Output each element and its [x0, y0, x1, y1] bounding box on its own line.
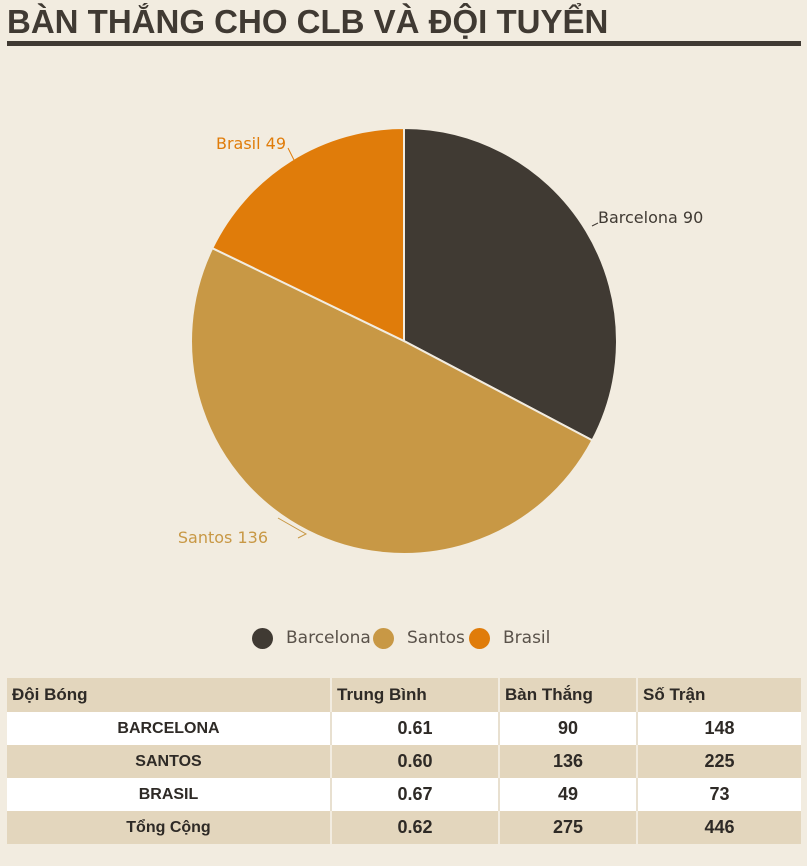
leader-line-barcelona — [591, 222, 599, 227]
legend-label-brasil: Brasil — [503, 628, 551, 648]
header-average: Trung Bình — [330, 678, 499, 712]
cell-matches: 73 — [636, 778, 801, 811]
cell-matches: 446 — [636, 811, 801, 844]
legend-swatch-brasil — [469, 627, 490, 649]
page-title: BÀN THẮNG CHO CLB VÀ ĐỘI TUYỂN — [7, 3, 609, 40]
cell-matches: 148 — [636, 712, 801, 745]
cell-team: Tổng Cộng — [7, 811, 331, 844]
cell-average: 0.61 — [330, 712, 499, 745]
legend-swatch-barcelona — [252, 627, 273, 649]
legend-item-santos: Santos — [373, 624, 465, 652]
legend-label-barcelona: Barcelona — [286, 628, 371, 648]
table-row: BARCELONA 0.61 90 148 — [7, 712, 801, 745]
pie-slice-brasil — [210, 126, 405, 343]
data-label-santos: Santos 136 — [178, 528, 268, 547]
header-goals: Bàn Thắng — [498, 678, 637, 712]
cell-goals: 275 — [498, 811, 637, 844]
table-row: BRASIL 0.67 49 73 — [7, 778, 801, 811]
data-label-brasil: Brasil 49 — [216, 134, 286, 153]
cell-matches: 225 — [636, 745, 801, 778]
cell-average: 0.62 — [330, 811, 499, 844]
leader-line-santos — [277, 517, 308, 539]
legend-swatch-santos — [373, 627, 394, 649]
table-header-row: Đội Bóng Trung Bình Bàn Thắng Số Trận — [7, 678, 801, 712]
cell-average: 0.67 — [330, 778, 499, 811]
legend-label-santos: Santos — [407, 628, 465, 648]
legend-item-brasil: Brasil — [469, 624, 550, 652]
header-team: Đội Bóng — [7, 678, 331, 712]
pie-slice-barcelona — [403, 126, 618, 442]
cell-team: BRASIL — [7, 778, 331, 811]
pie-slice-santos — [190, 246, 594, 555]
title-divider — [7, 41, 801, 46]
cell-goals: 136 — [498, 745, 637, 778]
cell-team: BARCELONA — [7, 712, 331, 745]
cell-goals: 49 — [498, 778, 637, 811]
legend-item-barcelona: Barcelona — [252, 624, 371, 652]
cell-average: 0.60 — [330, 745, 499, 778]
cell-team: SANTOS — [7, 745, 331, 778]
pie-chart: Barcelona 90 Santos 136 Brasil 49 — [178, 126, 703, 555]
data-label-barcelona: Barcelona 90 — [598, 208, 703, 227]
stats-table: Đội Bóng Trung Bình Bàn Thắng Số Trận BA… — [7, 678, 801, 844]
leader-line-brasil — [287, 147, 296, 163]
table-total-row: Tổng Cộng 0.62 275 446 — [7, 811, 801, 844]
chart-legend: Barcelona Santos Brasil — [0, 624, 807, 652]
cell-goals: 90 — [498, 712, 637, 745]
header-matches: Số Trận — [636, 678, 801, 712]
table-row: SANTOS 0.60 136 225 — [7, 745, 801, 778]
